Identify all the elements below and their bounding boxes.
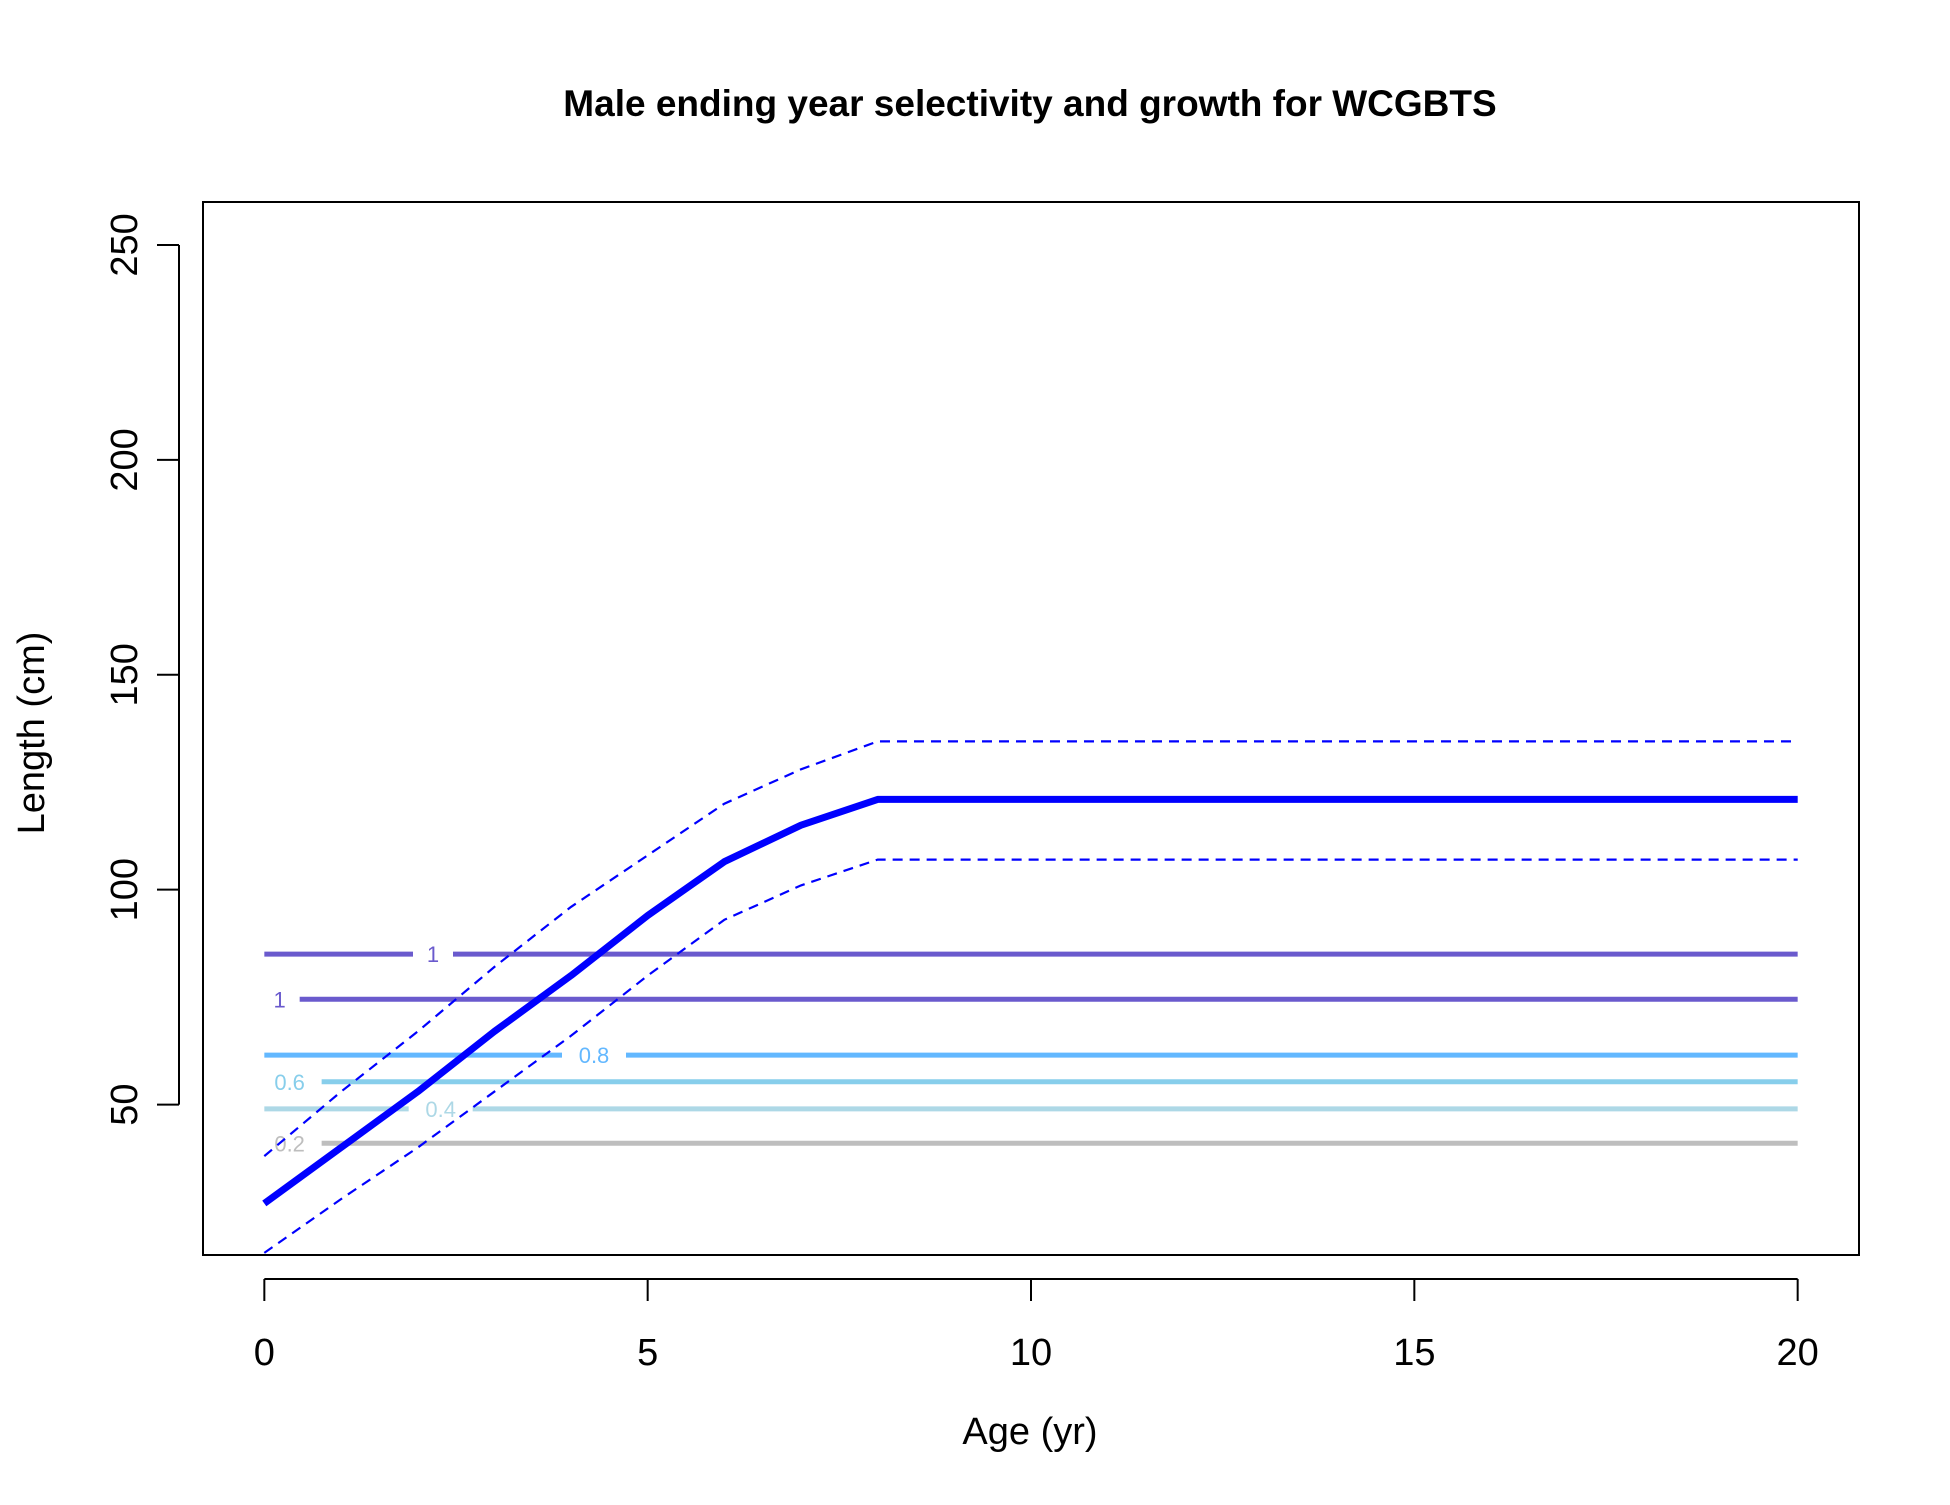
y-tick-label-1: 100 (104, 858, 146, 921)
x-tick-label-0: 0 (254, 1332, 275, 1374)
x-tick-label-2: 10 (1010, 1332, 1052, 1374)
y-tick-label-4: 250 (104, 213, 146, 276)
y-tick-label-0: 50 (104, 1083, 146, 1125)
x-tick-label-3: 15 (1393, 1332, 1435, 1374)
contour-label-0: 1 (427, 942, 439, 967)
plot-frame (202, 201, 1860, 1256)
y-tick-label-3: 200 (104, 428, 146, 491)
growth-lower-interval-line (263, 858, 1798, 1254)
x-axis-label: Age (yr) (962, 1411, 1097, 1453)
axes: 0 5 10 15 20 50 100 150 200 250 (104, 213, 1819, 1374)
y-tick-label-2: 150 (104, 643, 146, 706)
contour-label-3: 0.6 (274, 1070, 305, 1095)
x-tick-label-4: 20 (1777, 1332, 1819, 1374)
x-tick-label-1: 5 (637, 1332, 658, 1374)
y-axis-label: Length (cm) (11, 632, 53, 835)
contour-label-2: 0.8 (579, 1043, 610, 1068)
contour-label-1: 1 (274, 987, 286, 1012)
growth-upper-interval-line (263, 740, 1798, 1157)
selectivity-contours: 110.80.60.40.2 (264, 942, 1798, 1156)
chart-title: Male ending year selectivity and growth … (563, 83, 1496, 124)
growth-curves (262, 740, 1798, 1254)
contour-label-4: 0.4 (425, 1097, 456, 1122)
growth-mean-line (262, 795, 1798, 1207)
